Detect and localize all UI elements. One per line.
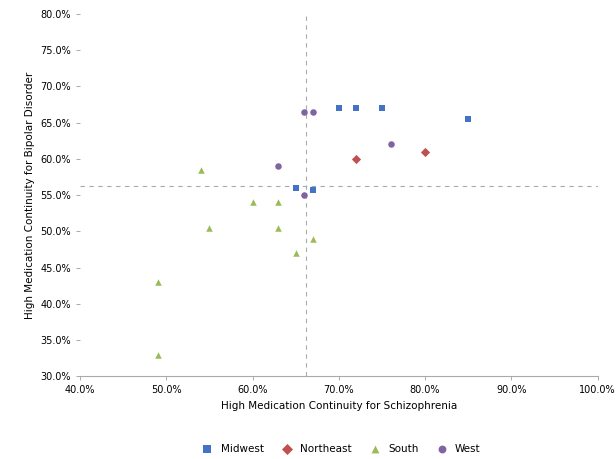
South bbox=[205, 224, 214, 231]
Northeast bbox=[420, 148, 430, 155]
Midwest bbox=[351, 104, 361, 112]
South bbox=[308, 235, 318, 242]
Midwest bbox=[377, 104, 387, 112]
West bbox=[299, 191, 309, 199]
Midwest bbox=[291, 184, 301, 191]
Midwest bbox=[334, 104, 344, 112]
South bbox=[274, 224, 283, 231]
South bbox=[248, 199, 257, 206]
South bbox=[153, 279, 163, 286]
West bbox=[299, 108, 309, 115]
West bbox=[308, 108, 318, 115]
Midwest bbox=[308, 186, 318, 194]
South bbox=[274, 199, 283, 206]
West bbox=[386, 140, 395, 148]
South bbox=[291, 249, 301, 257]
Northeast bbox=[351, 155, 361, 162]
Legend: Midwest, Northeast, South, West: Midwest, Northeast, South, West bbox=[193, 440, 485, 458]
X-axis label: High Medication Continuity for Schizophrenia: High Medication Continuity for Schizophr… bbox=[221, 401, 457, 411]
South bbox=[196, 166, 206, 174]
Midwest bbox=[463, 115, 473, 123]
South bbox=[153, 351, 163, 358]
Y-axis label: High Medication Continuity for Bipolar Disorder: High Medication Continuity for Bipolar D… bbox=[25, 72, 34, 319]
West bbox=[274, 162, 283, 170]
